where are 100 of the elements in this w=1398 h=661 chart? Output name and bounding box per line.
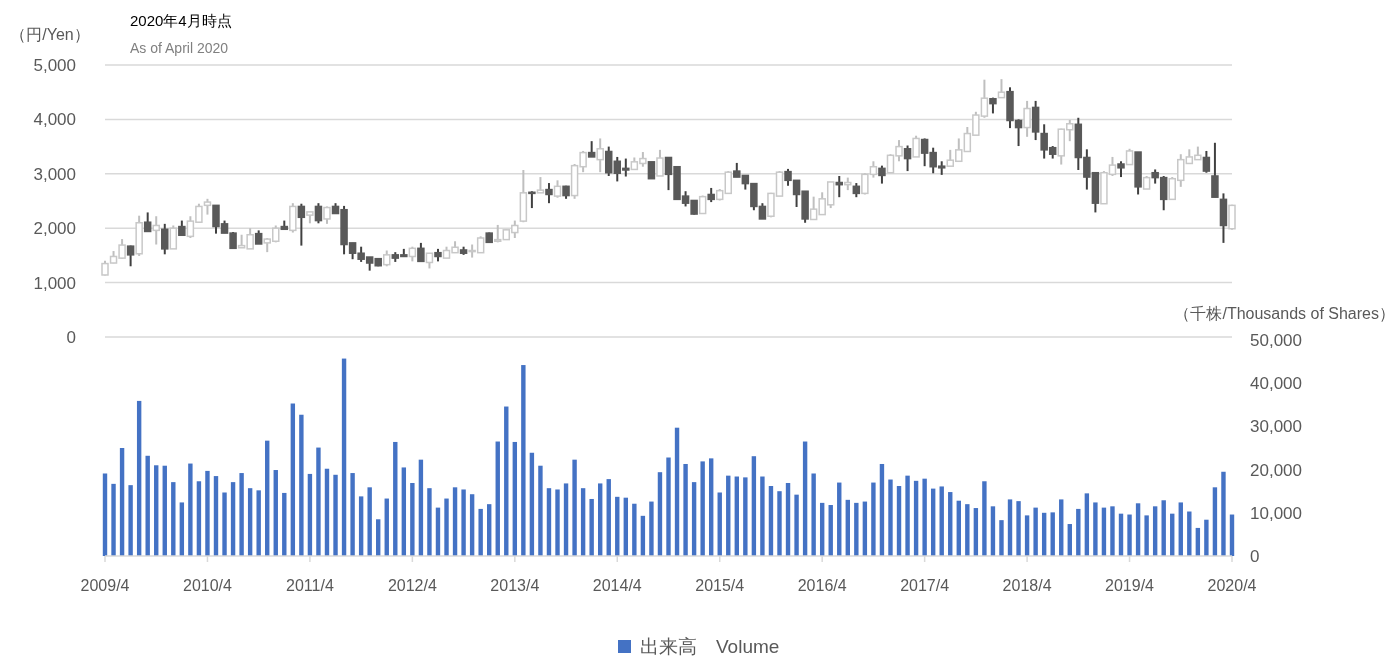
bar — [205, 470, 210, 556]
y2-tick-label: 20,000 — [1250, 460, 1302, 480]
y-tick-label: 5,000 — [33, 56, 76, 75]
bar — [1135, 503, 1141, 556]
x-tick-label: 2020/4 — [1207, 577, 1257, 594]
bar — [965, 504, 970, 556]
bar — [888, 479, 893, 556]
bar — [324, 468, 330, 556]
bar — [563, 483, 569, 556]
y2-tick-label: 0 — [1250, 547, 1260, 566]
bar — [777, 491, 782, 556]
bar — [1076, 508, 1081, 556]
y2-tick-label: 50,000 — [1250, 331, 1302, 350]
bar — [316, 447, 321, 556]
x-tick-label: 2019/4 — [1105, 577, 1155, 594]
bar — [529, 452, 535, 556]
bar — [632, 503, 637, 556]
bar — [273, 470, 278, 556]
bar — [504, 406, 509, 556]
y2-tick-label: 10,000 — [1250, 503, 1302, 523]
bar — [341, 358, 347, 556]
x-tick-label: 2016/4 — [797, 577, 847, 594]
bar — [751, 456, 757, 556]
y2-tick-label: 40,000 — [1250, 374, 1302, 394]
bar — [1178, 502, 1183, 556]
bar — [452, 487, 458, 556]
bar — [1187, 511, 1192, 556]
bar — [580, 488, 586, 556]
bar — [922, 478, 927, 556]
y2-axis-title: （千株/Thousands of Shares） — [1174, 305, 1395, 322]
bar — [999, 520, 1004, 556]
bar — [179, 502, 185, 556]
bar — [495, 441, 500, 556]
bar — [444, 498, 449, 556]
bar — [871, 482, 876, 556]
bar — [683, 463, 688, 556]
bar — [299, 414, 304, 556]
bar — [717, 492, 722, 556]
x-tick-label: 2010/4 — [182, 577, 233, 594]
bar — [333, 474, 338, 556]
bar — [854, 502, 859, 556]
bar — [213, 476, 219, 556]
bar — [674, 427, 680, 556]
bar — [196, 481, 202, 556]
bar — [1127, 514, 1132, 556]
bar — [768, 486, 774, 556]
bar — [649, 501, 654, 556]
bar — [538, 465, 543, 556]
y-tick-label: 4,000 — [33, 110, 76, 130]
y-tick-label: 0 — [66, 328, 76, 347]
bar — [982, 481, 987, 556]
x-tick-label: 2012/4 — [387, 577, 437, 594]
bar — [102, 473, 108, 556]
bar — [1059, 499, 1064, 556]
bar — [136, 400, 142, 556]
y-tick-label: 1,000 — [33, 273, 76, 293]
bar — [427, 488, 432, 556]
bar — [418, 459, 424, 556]
bar — [708, 458, 714, 556]
bar — [606, 479, 611, 556]
bar — [760, 476, 765, 556]
bar — [350, 473, 355, 556]
y-axis-title: （円/Yen） — [10, 26, 90, 43]
bar — [307, 473, 313, 556]
bar — [1221, 471, 1226, 556]
bar — [811, 473, 816, 556]
bar — [128, 485, 133, 556]
bar — [119, 448, 125, 556]
bar — [247, 488, 253, 556]
x-tick-label: 2015/4 — [695, 577, 745, 594]
bar — [948, 492, 953, 556]
bar — [401, 467, 407, 556]
bar — [222, 492, 227, 556]
bar — [546, 488, 552, 556]
bar — [290, 403, 296, 556]
bar — [700, 461, 705, 556]
bar — [256, 490, 261, 556]
x-tick-label: 2017/4 — [900, 577, 950, 594]
bar — [461, 489, 466, 556]
y-tick-label: 3,000 — [33, 164, 76, 184]
bar — [896, 486, 902, 556]
bar — [1007, 499, 1013, 556]
y-tick-label: 2,000 — [33, 219, 76, 239]
bar — [1050, 512, 1055, 556]
x-tick-label: 2011/4 — [286, 577, 334, 594]
bar — [188, 463, 193, 556]
bar — [1093, 502, 1098, 556]
bar — [154, 465, 159, 556]
bar — [265, 440, 270, 556]
bar — [469, 494, 475, 556]
bar — [1161, 500, 1166, 556]
bar — [358, 496, 364, 556]
y2-tick-label: 30,000 — [1250, 417, 1302, 437]
bar — [410, 482, 415, 556]
bar — [367, 487, 372, 556]
bar — [555, 489, 560, 556]
chart-title: 2020年4月時点 — [130, 12, 232, 29]
bar — [111, 483, 116, 556]
bar — [743, 477, 748, 556]
x-tick-label: 2018/4 — [1002, 577, 1052, 594]
